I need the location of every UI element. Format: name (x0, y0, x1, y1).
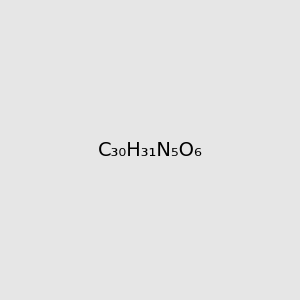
Text: C₃₀H₃₁N₅O₆: C₃₀H₃₁N₅O₆ (98, 140, 202, 160)
